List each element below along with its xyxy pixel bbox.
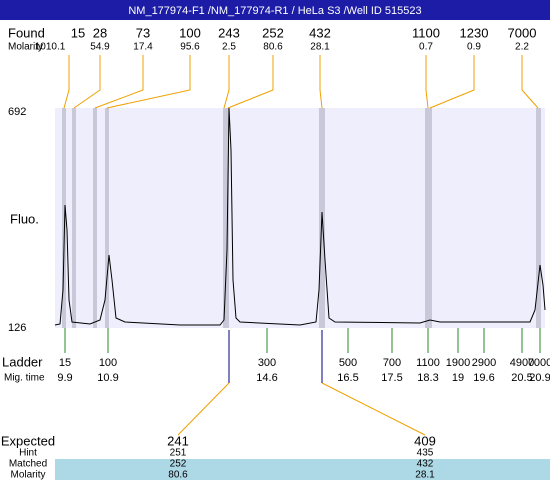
ladder-size: 4900 [510,357,534,369]
trace [54,107,546,326]
found-value: 73 [136,25,150,40]
mig-time: 19.6 [473,372,494,384]
mig-time: 18.3 [417,372,438,384]
expected-cell: 241 [167,433,189,448]
found-value: 1100 [412,25,440,40]
found-molarity: 95.6 [180,42,200,53]
found-value: 252 [262,25,284,40]
expected-row-label: Molarity [10,470,45,480]
ladder-size: 1100 [416,357,440,369]
ladder-size: 100 [99,357,117,369]
ladder-size: 7000 [528,357,550,369]
ladder-size: 300 [258,357,276,369]
expected-cell: 251 [170,448,187,459]
found-molarity: 80.6 [263,42,283,53]
molarity-label: Molarity [8,42,43,53]
expected-cell: 80.6 [168,470,188,480]
found-value: 15 [71,25,85,40]
found-label: Found [8,25,45,40]
ladder-size: 500 [339,357,357,369]
expected-cell: 409 [414,433,436,448]
found-molarity: 2.2 [515,42,529,53]
mig-time: 19 [452,372,464,384]
mig-time-label: Mig. time [4,373,45,384]
title-bar [0,0,550,20]
ladder-size: 2900 [472,357,496,369]
expected-cell: 28.1 [415,470,435,480]
expected-row-label: Expected [1,433,55,448]
mig-time: 20.9 [529,372,550,384]
found-molarity: 2.5 [222,42,236,53]
mig-time: 17.5 [381,372,402,384]
y-top-label: 692 [8,106,26,118]
found-value: 28 [93,25,107,40]
y-bottom-label: 126 [8,322,26,334]
found-molarity: 28.1 [310,42,330,53]
mig-time: 20.5 [511,372,532,384]
mig-time: 10.9 [97,372,118,384]
found-molarity: 1010.1 [35,42,66,53]
found-molarity: 0.7 [419,42,433,53]
mig-time: 14.6 [256,372,277,384]
matched-band [55,459,550,480]
expected-row-label: Matched [9,459,47,470]
title: NM_177974-F1 /NM_177974-R1 / HeLa S3 /We… [128,5,421,17]
y-axis-label: Fluo. [10,211,39,226]
mig-time: 9.9 [57,372,72,384]
ladder-size: 15 [59,357,71,369]
found-value: 1230 [460,25,489,40]
plot-area [55,108,545,328]
ladder-size: 700 [383,357,401,369]
found-connectors [63,55,539,109]
expected-connectors [177,382,426,436]
expected-cell: 252 [170,459,187,470]
expected-cell: 435 [417,448,434,459]
expected-row-label: Hint [19,448,37,459]
found-molarity: 17.4 [133,42,153,53]
expected-cell: 432 [417,459,434,470]
found-molarity: 0.9 [467,42,481,53]
found-value: 432 [309,25,331,40]
found-molarity: 54.9 [90,42,110,53]
mig-time: 16.5 [337,372,358,384]
ladder-label: Ladder [2,354,43,369]
ladder-size: 1900 [446,357,470,369]
found-value: 7000 [508,25,537,40]
found-value: 243 [218,25,240,40]
found-value: 100 [179,25,201,40]
